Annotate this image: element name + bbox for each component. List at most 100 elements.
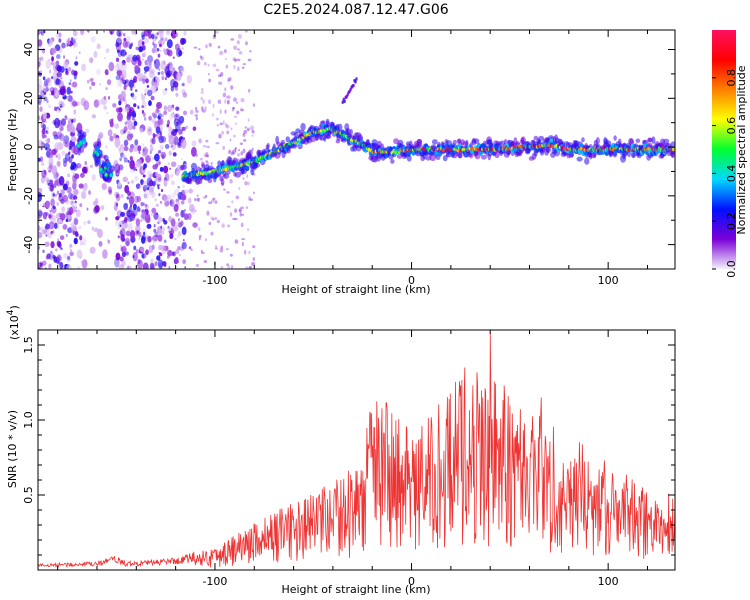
heatmap-cell (177, 230, 182, 237)
heatmap-cell (190, 248, 193, 251)
heatmap-cell (109, 120, 114, 128)
heatmap-cell (236, 153, 241, 157)
colorbar-tick-label: 0.0 (725, 260, 738, 278)
heatmap-cell (142, 174, 146, 178)
heatmap-cell (174, 85, 179, 91)
heatmap-cell (114, 123, 120, 129)
heatmap-cell (186, 74, 193, 84)
snr-ticks: -100 0 100 0.5 1.0 1.5 (22, 330, 675, 588)
heatmap-cell (131, 110, 137, 118)
heatmap-cell (230, 38, 235, 41)
heatmap-cell (226, 191, 230, 194)
heatmap-cell (162, 227, 165, 232)
heatmap-cell (70, 83, 73, 87)
heatmap-cell (151, 118, 156, 124)
heatmap-cell (79, 241, 84, 246)
heatmap-cell (72, 36, 75, 41)
heatmap-cell (223, 188, 226, 191)
heatmap-cell (229, 76, 232, 81)
heatmap-cell (152, 41, 154, 44)
heatmap-cell (175, 248, 180, 255)
heatmap-cell (240, 222, 244, 228)
heatmap-cell (38, 56, 42, 67)
heatmap-cell (48, 38, 54, 45)
heatmap-cell (56, 160, 61, 167)
heatmap-cell (119, 77, 125, 84)
heatmap-cell (157, 177, 162, 182)
heatmap-cell (85, 165, 89, 172)
heatmap-cell (142, 51, 147, 56)
heatmap-cell (143, 116, 147, 121)
spectrogram-xlabel: Height of straight line (km) (281, 283, 430, 296)
heatmap-cell (159, 132, 162, 136)
heatmap-cell (227, 159, 234, 166)
heatmap-cell (162, 43, 164, 46)
heatmap-cell (203, 153, 208, 158)
heatmap-cell (248, 198, 253, 201)
heatmap-cell (176, 234, 180, 239)
heatmap-cell (195, 110, 199, 113)
heatmap-cell (154, 58, 160, 70)
heatmap-cell (154, 178, 158, 182)
heatmap-cell (156, 212, 158, 216)
heatmap-cell (246, 174, 249, 179)
heatmap-cell (175, 221, 179, 227)
heatmap-cell (465, 139, 469, 148)
heatmap-cell (297, 143, 303, 150)
heatmap-cell (230, 151, 234, 156)
heatmap-cell (117, 209, 121, 214)
heatmap-cell (160, 230, 165, 235)
heatmap-cell (140, 93, 144, 97)
heatmap-cell (132, 203, 137, 211)
heatmap-cell (135, 183, 141, 189)
heatmap-cell (161, 75, 165, 81)
spectrogram-heatmap (38, 30, 675, 269)
snr-multiplier-base: (x10 (8, 315, 21, 340)
heatmap-cell (147, 182, 150, 187)
heatmap-cell (229, 178, 233, 184)
heatmap-cell (205, 44, 208, 49)
heatmap-cell (233, 134, 236, 138)
heatmap-cell (45, 255, 49, 260)
heatmap-cell (174, 257, 179, 264)
heatmap-cell (80, 30, 85, 36)
heatmap-cell (49, 92, 52, 96)
heatmap-cell (54, 106, 58, 111)
heatmap-cell (38, 157, 41, 162)
heatmap-cell (114, 220, 120, 226)
heatmap-cell (214, 200, 218, 204)
heatmap-cell (51, 149, 57, 156)
heatmap-cell (220, 72, 224, 77)
heatmap-cell (174, 128, 178, 133)
heatmap-cell (169, 233, 174, 240)
heatmap-cell (38, 101, 42, 106)
heatmap-cell (188, 246, 192, 250)
heatmap-cell (61, 42, 66, 49)
heatmap-cell (142, 148, 145, 152)
heatmap-cell (538, 135, 545, 141)
heatmap-cell (211, 113, 214, 117)
heatmap-cell (171, 130, 175, 135)
heatmap-cell (172, 152, 177, 157)
heatmap-cell (166, 69, 172, 77)
heatmap-cell (59, 86, 66, 96)
heatmap-cell (150, 258, 154, 264)
heatmap-cell (106, 79, 112, 86)
heatmap-cell (224, 123, 228, 128)
heatmap-cell (170, 218, 176, 227)
heatmap-cell (125, 230, 131, 237)
heatmap-cell (157, 112, 162, 119)
heatmap-cell (180, 164, 187, 170)
heatmap-cell (240, 108, 245, 112)
heatmap-cell (42, 249, 45, 253)
heatmap-cell (116, 37, 123, 44)
heatmap-cell (57, 254, 62, 262)
heatmap-cell (76, 144, 81, 148)
heatmap-cell (55, 213, 60, 220)
heatmap-cell (163, 179, 168, 187)
heatmap-cell (199, 157, 203, 161)
heatmap-cell (143, 30, 150, 37)
heatmap-cell (452, 139, 457, 145)
colorbar-tick-label: 0.2 (725, 212, 738, 230)
heatmap-cell (168, 265, 171, 269)
